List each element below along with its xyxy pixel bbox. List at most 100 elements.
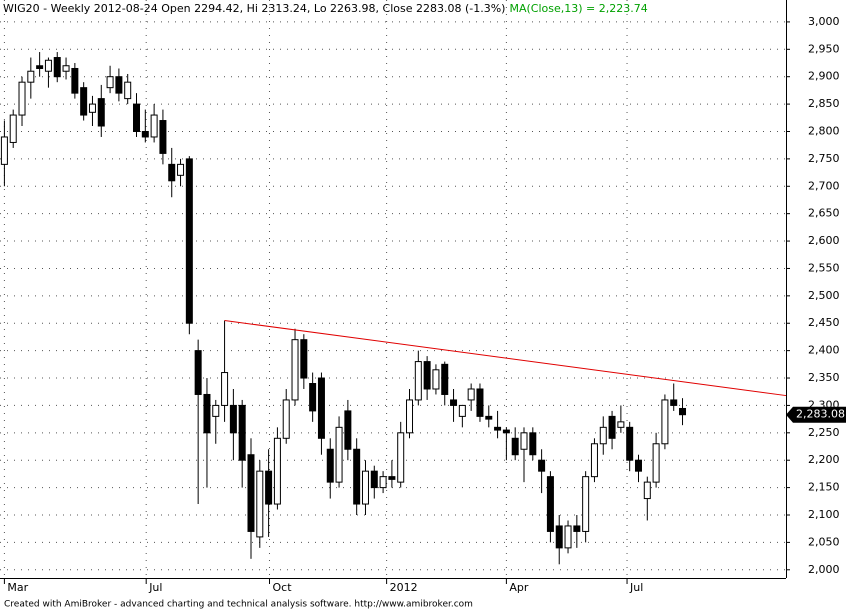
candle-body (203, 393, 211, 434)
candle-body (335, 426, 343, 483)
last-close-marker (786, 406, 846, 423)
x-tick-label: Mar (7, 581, 28, 594)
candle-body (406, 399, 414, 434)
candle-body (0, 136, 8, 165)
candle-body (626, 426, 634, 461)
candle-body (450, 399, 458, 406)
candle-body (388, 476, 396, 480)
y-tick-label: 2,450 (808, 316, 840, 329)
y-tick-label: 2,950 (808, 42, 840, 55)
candle-body (573, 525, 581, 532)
y-tick-label: 2,800 (808, 124, 840, 137)
candle-body (414, 361, 422, 401)
y-tick-label: 2,600 (808, 234, 840, 247)
candle-body (441, 363, 449, 395)
candle-body (643, 481, 651, 500)
candle-body (546, 476, 554, 532)
candle-body (317, 377, 325, 439)
footer: Created with AmiBroker - advanced charti… (4, 600, 473, 610)
candle-body (18, 81, 26, 116)
x-tick-label: Oct (272, 581, 292, 594)
candle-body (617, 421, 625, 428)
y-tick-label: 2,250 (808, 426, 840, 439)
x-tick-label: 2012 (390, 581, 418, 594)
y-tick-label: 2,650 (808, 207, 840, 220)
candle-body (670, 399, 678, 406)
candle-body (344, 410, 352, 450)
candle-body (27, 70, 35, 83)
candle-body (679, 407, 687, 416)
candle-body (370, 470, 378, 489)
candle-body (194, 350, 202, 395)
candle-body (608, 415, 616, 439)
y-tick-label: 2,100 (808, 508, 840, 521)
candle-body (326, 448, 334, 483)
candle-body (221, 372, 229, 406)
candle-body (397, 432, 405, 483)
y-tick-label: 2,550 (808, 261, 840, 274)
y-tick-label: 2,750 (808, 152, 840, 165)
trendline (224, 320, 787, 397)
candle-body (168, 163, 176, 182)
chart-title: WIG20 - Weekly 2012-08-24 Open 2294.42, … (3, 2, 648, 15)
subtitle: MA(Close,13) = 2,223.74 (509, 2, 647, 15)
y-tick-label: 2,700 (808, 179, 840, 192)
y-tick-label: 2,350 (808, 371, 840, 384)
candle-body (238, 404, 246, 461)
candle-body (476, 388, 484, 417)
y-tick-label: 3,000 (808, 15, 840, 28)
candle-body (71, 67, 79, 94)
y-tick-label: 2,400 (808, 344, 840, 357)
candle-body (467, 388, 475, 401)
candle-body (291, 339, 299, 401)
candle-body (159, 120, 167, 154)
candle-body (44, 59, 52, 72)
candle-body (97, 98, 105, 127)
candle-body (185, 158, 193, 324)
y-tick-label: 2,150 (808, 481, 840, 494)
candle-body (300, 339, 308, 379)
candle-body (564, 525, 572, 549)
candle-body (62, 65, 70, 72)
candle-body (88, 103, 96, 113)
candle-body (582, 476, 590, 532)
candle-body (106, 76, 114, 89)
candle-body (80, 87, 88, 116)
candle-body (538, 459, 546, 472)
candle-body (247, 454, 255, 532)
candle-body (379, 476, 387, 489)
candle-body (133, 103, 141, 132)
candle-body (265, 470, 273, 505)
last-close-label: 2,283.08 (796, 408, 845, 421)
candle-body (282, 399, 290, 439)
candle-body (661, 399, 669, 445)
y-tick-label: 2,200 (808, 453, 840, 466)
candle-body (353, 448, 361, 505)
candle-body (423, 361, 431, 390)
candle-body (458, 404, 466, 417)
candle-body (256, 470, 264, 538)
y-tick-label: 2,000 (808, 563, 840, 576)
candle-body (177, 163, 185, 176)
y-tick-label: 2,900 (808, 70, 840, 83)
y-tick-label: 2,500 (808, 289, 840, 302)
candle-body (520, 432, 528, 450)
candle-body (53, 57, 61, 78)
candle-body (634, 459, 642, 472)
y-tick-label: 2,850 (808, 97, 840, 110)
candle-body (590, 443, 598, 478)
candle-body (432, 369, 440, 390)
candle-body (361, 470, 369, 505)
candle-body (652, 443, 660, 483)
candle-body (511, 437, 519, 456)
x-tick-label: Jul (629, 581, 643, 594)
candle-body (485, 415, 493, 420)
candle-body (124, 81, 132, 100)
candle-body (273, 437, 281, 505)
x-tick-label: Jul (148, 581, 162, 594)
candle-body (502, 429, 510, 434)
candle-body (229, 404, 237, 434)
candle-body (9, 114, 17, 143)
candle-body (150, 114, 158, 138)
